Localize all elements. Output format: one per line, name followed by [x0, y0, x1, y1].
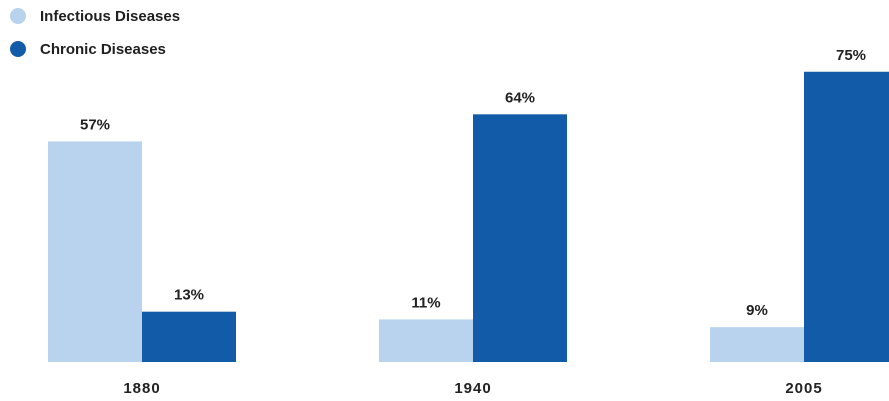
- category-axis-labels: 1880 1940 2005: [123, 380, 822, 397]
- bar-chronic-diseases-1940: [473, 114, 567, 362]
- value-label-infectious-diseases-1940: 11%: [411, 294, 440, 311]
- value-labels: 57% 13% 11% 64% 9% 75%: [80, 47, 866, 319]
- value-label-chronic-diseases-2005: 75%: [836, 47, 866, 64]
- bar-infectious-diseases-2005: [710, 327, 804, 362]
- bar-chronic-diseases-1880: [142, 311, 236, 362]
- legend-label-infectious-diseases: Infectious Diseases: [40, 8, 180, 25]
- legend-marker-infectious-diseases: [10, 8, 26, 24]
- value-label-chronic-diseases-1940: 64%: [505, 89, 535, 106]
- bar-infectious-diseases-1940: [379, 319, 473, 362]
- category-label-1880: 1880: [123, 380, 160, 397]
- bar-chronic-diseases-2005: [804, 71, 889, 362]
- legend-marker-chronic-diseases: [10, 41, 26, 57]
- value-label-chronic-diseases-1880: 13%: [174, 287, 204, 304]
- category-label-1940: 1940: [454, 380, 491, 397]
- bar-infectious-diseases-1880: [48, 141, 142, 362]
- legend: Infectious Diseases Chronic Diseases: [10, 8, 180, 58]
- value-label-infectious-diseases-2005: 9%: [746, 302, 768, 319]
- category-label-2005: 2005: [785, 380, 822, 397]
- bars: [48, 71, 889, 362]
- value-label-infectious-diseases-1880: 57%: [80, 116, 110, 133]
- legend-label-chronic-diseases: Chronic Diseases: [40, 41, 166, 58]
